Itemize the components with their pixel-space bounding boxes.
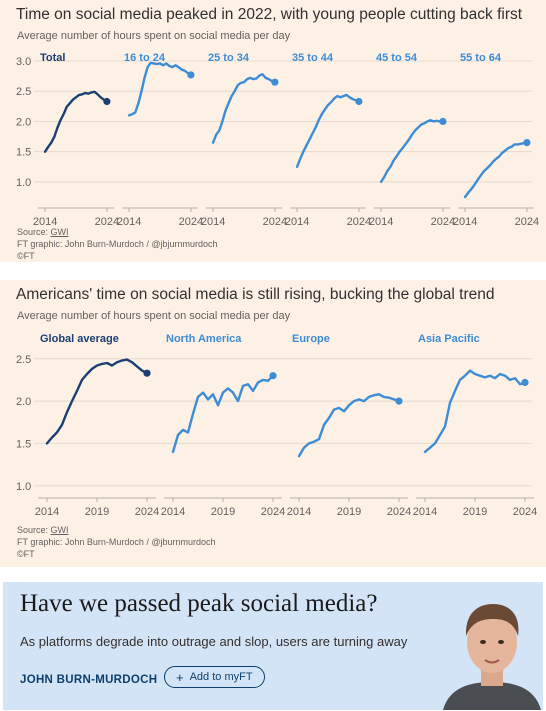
series-label: 25 to 34 [208,52,250,64]
series-label: North America [166,333,242,345]
author-name[interactable]: JOHN BURN-MURDOCH [20,674,158,686]
x-tick-label: 2024 [513,506,537,518]
series-label: Total [40,52,65,64]
x-tick-label: 2024 [95,216,119,228]
copyright: ©FT [17,549,35,559]
x-tick-label: 2014 [161,506,185,518]
x-tick-label: 2024 [515,216,539,228]
series-label: 16 to 24 [124,52,166,64]
panel-45-to-54: 45 to 54 2014 2024 [369,52,455,228]
x-tick-label: 2024 [387,506,411,518]
series-line-55-to-64 [463,141,529,199]
x-tick-label: 2014 [117,216,141,228]
y-tick-label: 1.0 [16,177,31,189]
end-point-asia-pacific [521,378,529,387]
panel-35-to-44: 35 to 44 2014 2024 [285,52,371,228]
y-tick-label: 1.0 [16,481,31,493]
x-tick-label: 2014 [369,216,393,228]
end-point-europe [395,397,403,405]
chart-source: Source: GWI FT graphic: John Burn-Murdoc… [17,226,218,262]
x-tick-label: 2014 [285,216,309,228]
chart-panel-by-age: Time on social media peaked in 2022, wit… [0,0,546,262]
x-tick-label: 2019 [85,506,109,518]
series-line-35-to-44 [295,93,361,168]
x-tick-label: 2024 [263,216,287,228]
series-label: Global average [40,333,119,345]
series-line-total [43,90,109,153]
add-to-myft-label: Add to myFT [189,671,253,683]
end-point-global-average [143,369,151,377]
chart-panel-by-region: Americans' time on social media is still… [0,280,546,567]
panel-global-average: Global average 2014 2019 2024 [35,333,159,518]
author-photo [443,604,541,710]
plus-icon: + [176,669,184,685]
series-line-25-to-34 [211,73,277,144]
panel-total: Total 2014 2024 [33,52,119,228]
x-tick-label: 2014 [287,506,311,518]
series-label: Europe [292,333,330,345]
panel-55-to-64: 55 to 64 2014 2024 [453,52,539,228]
series-line-europe [297,393,401,458]
chart-title: Time on social media peaked in 2022, wit… [16,6,523,23]
x-tick-label: 2014 [35,506,59,518]
source-label: Source: [17,227,49,237]
y-tick-label: 2.5 [16,86,31,98]
y-tick-label: 2.5 [16,354,31,366]
x-tick-label: 2024 [431,216,455,228]
panel-asia-pacific: Asia Pacific 2014 2019 2024 [413,333,537,518]
x-tick-label: 2019 [337,506,361,518]
x-tick-label: 2014 [33,216,57,228]
x-tick-label: 2024 [135,506,159,518]
chart-title: Americans' time on social media is still… [16,286,495,303]
graphic-credit: FT graphic: John Burn-Murdoch / @jbjurnm… [17,239,218,249]
series-line-16-to-24 [127,61,193,117]
add-to-myft-button[interactable]: + Add to myFT [164,666,265,688]
end-point-total [103,97,111,106]
x-tick-label: 2019 [211,506,235,518]
series-line-global-average [45,358,149,445]
x-tick-label: 2024 [347,216,371,228]
series-line-asia-pacific [423,369,527,454]
series-label: 45 to 54 [376,52,418,64]
y-tick-label: 3.0 [16,56,31,68]
series-label: Asia Pacific [418,333,480,345]
article-teaser[interactable]: Have we passed peak social media? As pla… [3,582,543,710]
y-tick-label: 2.0 [16,396,31,408]
panel-16-to-24: 16 to 24 2014 2024 [117,52,203,228]
copyright: ©FT [17,251,35,261]
series-label: 55 to 64 [460,52,502,64]
y-tick-label: 1.5 [16,438,31,450]
end-point-35-to-44 [355,97,363,106]
x-tick-label: 2024 [261,506,285,518]
chart-subtitle: Average number of hours spent on social … [17,30,291,42]
series-line-north-america [171,374,275,454]
source-label: Source: [17,525,49,535]
end-point-45-to-54 [439,117,447,126]
article-standfirst: As platforms degrade into outrage and sl… [20,634,408,649]
y-tick-label: 2.0 [16,116,31,128]
graphic-credit: FT graphic: John Burn-Murdoch / @jburnmu… [17,537,216,547]
end-point-25-to-34 [271,78,279,86]
series-label: 35 to 44 [292,52,334,64]
source-link[interactable]: GWI [50,227,69,237]
chart-source: Source: GWI FT graphic: John Burn-Murdoc… [17,524,216,560]
x-tick-label: 2024 [179,216,203,228]
chart-subtitle: Average number of hours spent on social … [17,310,291,322]
end-point-16-to-24 [187,71,195,79]
series-line-45-to-54 [379,119,445,184]
panel-europe: Europe 2014 2019 2024 [287,333,411,518]
panel-25-to-34: 25 to 34 2014 2024 [201,52,287,228]
end-point-55-to-64 [523,138,531,147]
source-link[interactable]: GWI [50,525,69,535]
x-tick-label: 2014 [201,216,225,228]
x-tick-label: 2019 [463,506,487,518]
panel-north-america: North America 2014 2019 2024 [161,333,285,518]
y-tick-label: 1.5 [16,147,31,159]
article-headline[interactable]: Have we passed peak social media? [20,590,378,617]
x-tick-label: 2014 [453,216,477,228]
end-point-north-america [269,372,277,380]
x-tick-label: 2014 [413,506,437,518]
